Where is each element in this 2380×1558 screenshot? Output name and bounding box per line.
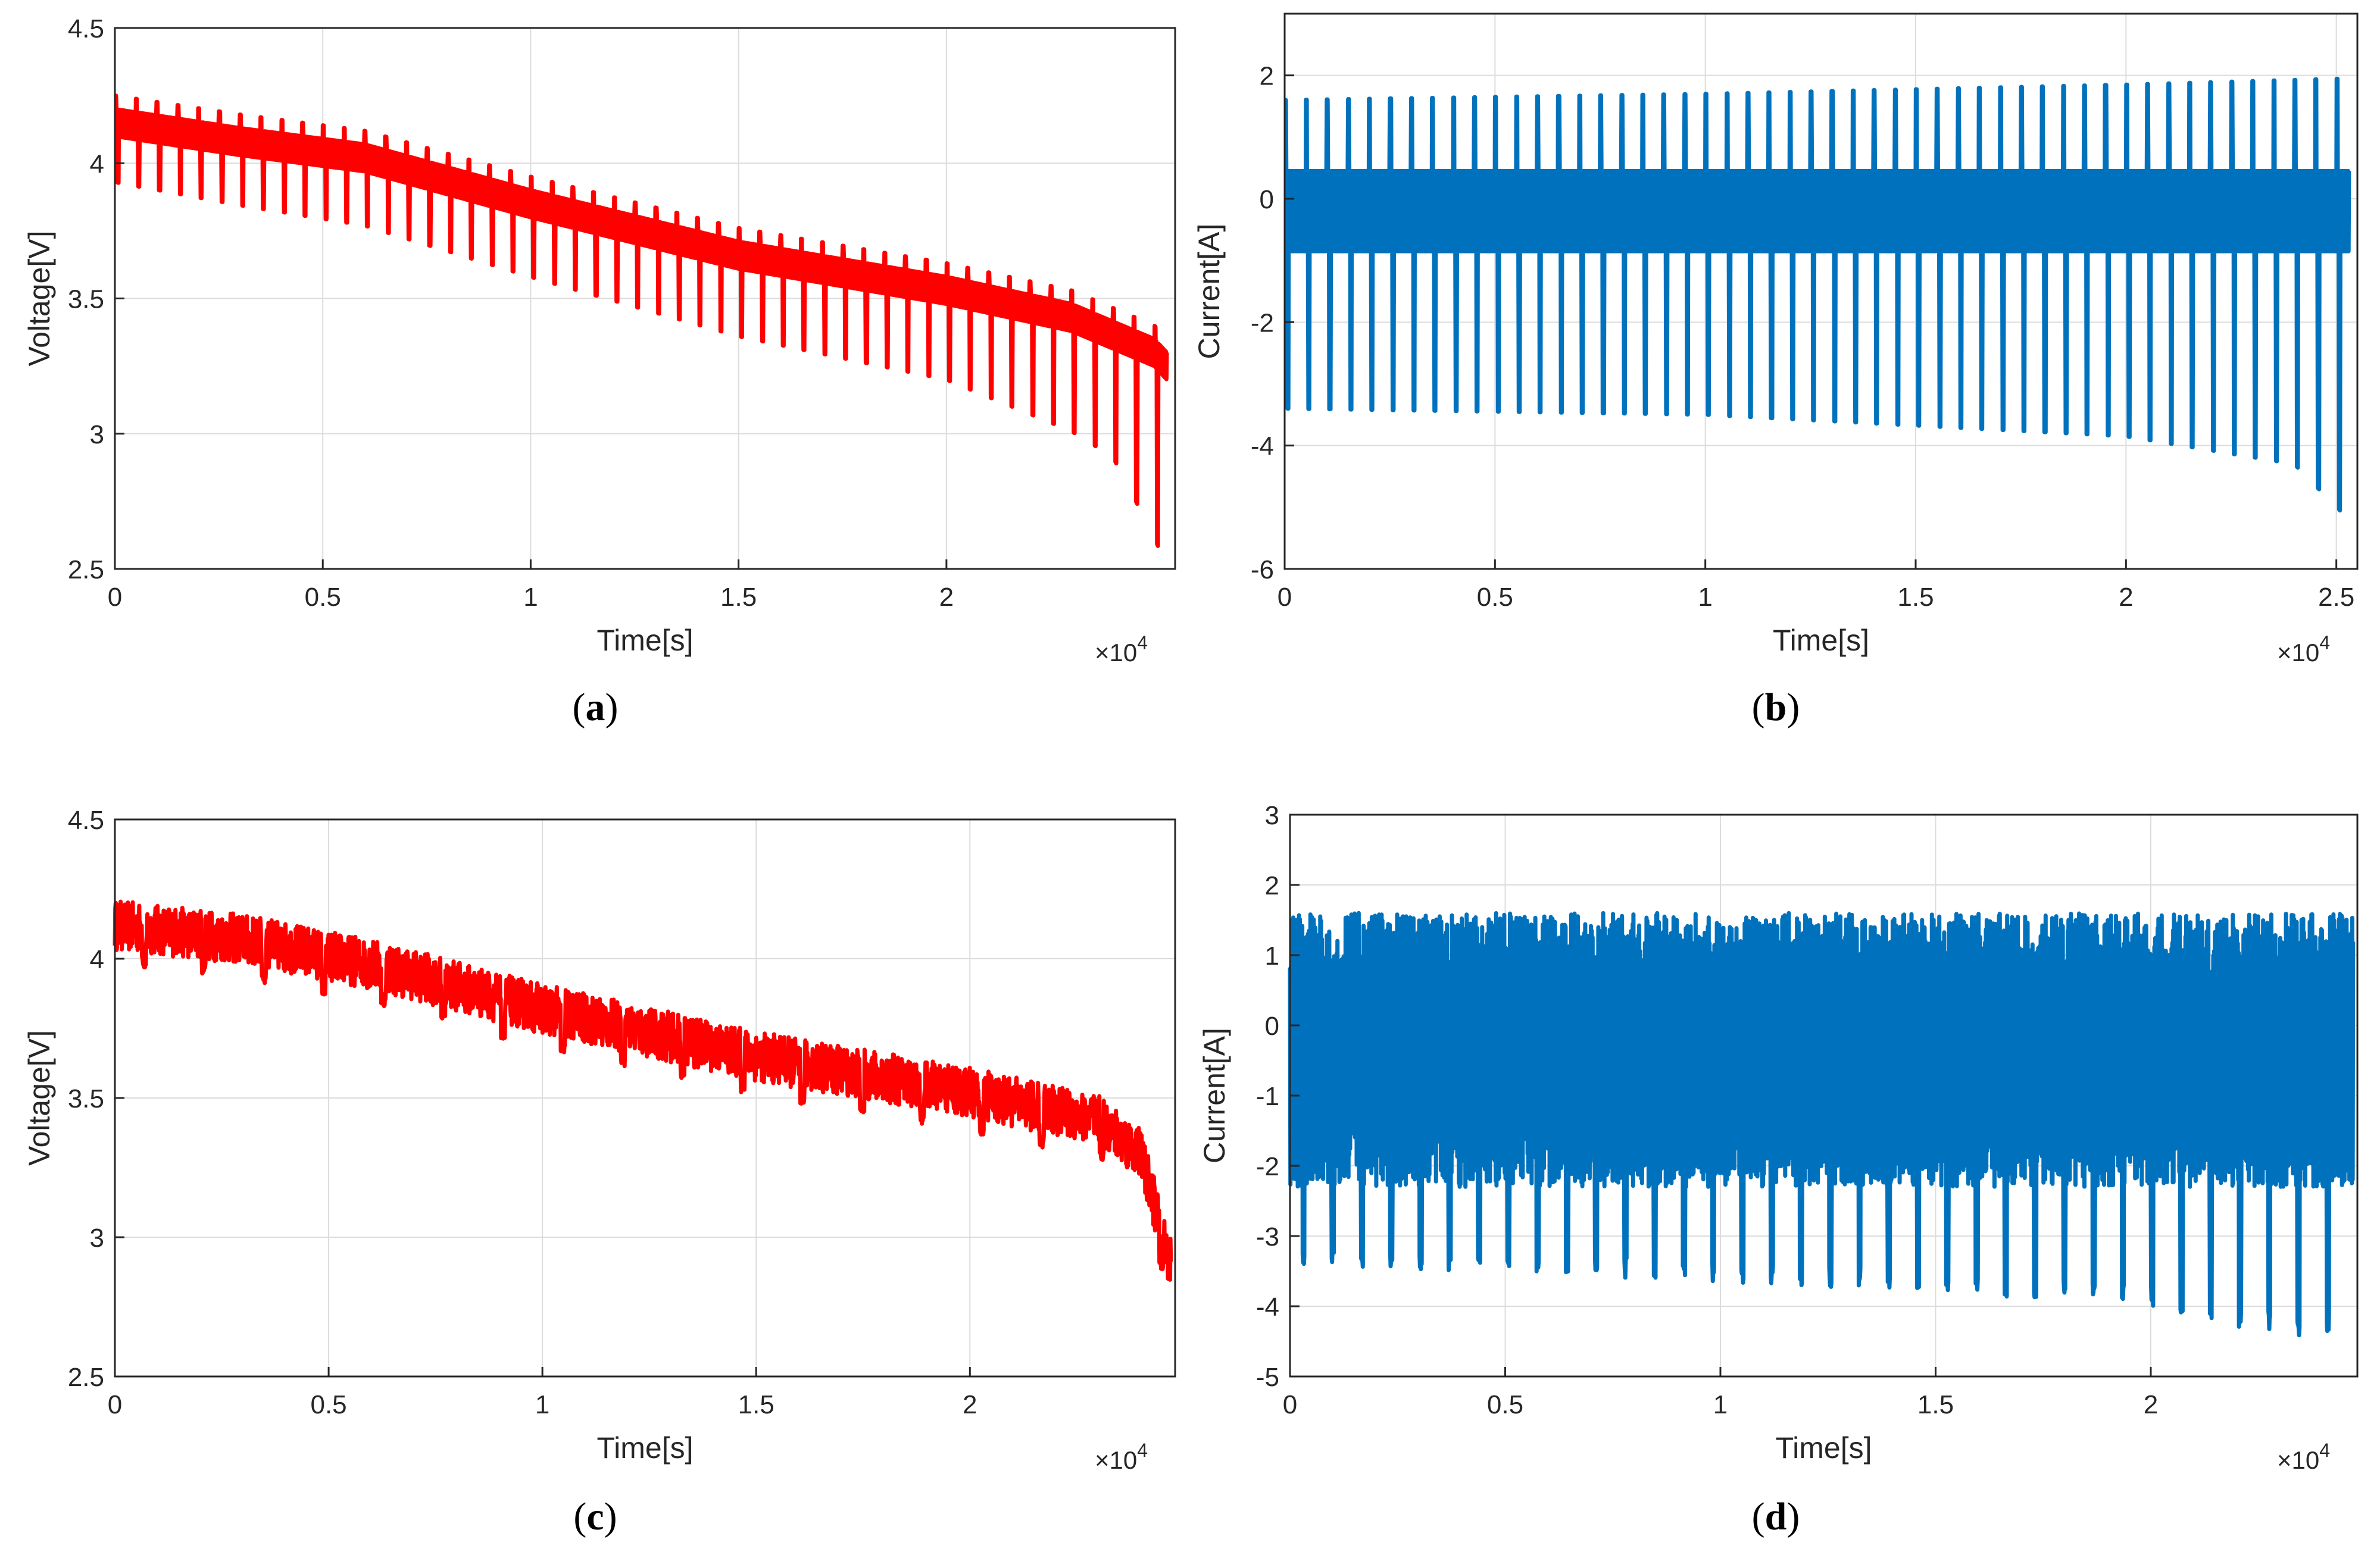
y-axis-label-d: Current[A] — [1198, 1028, 1231, 1163]
caption-d: (d) — [1752, 1495, 1800, 1538]
y-tick-label: 1 — [1265, 941, 1279, 971]
y-axis-label-a: Voltage[V] — [23, 231, 56, 367]
voltage-series-line — [113, 899, 1173, 1282]
panel-c: 0 0.5 1 1.5 22.533.544.5 Time[s] Voltage[V] … — [23, 806, 1176, 1538]
y-tick-label: -1 — [1256, 1082, 1279, 1111]
voltage-trace-a — [113, 93, 1169, 548]
current-series-line — [1283, 76, 2351, 513]
caption-c: (c) — [573, 1495, 617, 1538]
x-tick-label: 0 — [1278, 583, 1292, 612]
y-tick-label: 3 — [90, 1224, 104, 1253]
x-tick-label: 2 — [2144, 1390, 2158, 1419]
y-tick-label: 3 — [1265, 801, 1279, 830]
y-axis-label-c: Voltage[V] — [23, 1030, 56, 1166]
current-trace-d — [1288, 911, 2356, 1338]
panel-a: 0 0.5 1 1.5 22.533.544.5 Time[s] Voltage[V] … — [23, 14, 1176, 729]
x-tick-label: 1.5 — [720, 583, 757, 612]
x-tick-label: 1.5 — [738, 1390, 774, 1419]
x-tick-label: 1.5 — [1917, 1390, 1954, 1419]
y-tick-label: 2 — [1260, 62, 1274, 91]
y-tick-label: 4 — [90, 945, 104, 974]
x-tick-label: 2 — [939, 583, 954, 612]
panel-d: 0 0.5 1 1.5 2 -5 -4 -3 -2 -1 0 1 2 3 Time[s] Current[… — [1198, 801, 2359, 1538]
x-tick-label: 2.5 — [2318, 583, 2354, 612]
caption-a: (a) — [573, 686, 619, 729]
y-axis-label-b: Current[A] — [1192, 224, 1226, 359]
ticks-d: 0 0.5 1 1.5 2 -5 -4 -3 -2 -1 0 1 2 3 — [1256, 801, 2158, 1419]
voltage-series-line — [113, 93, 1169, 548]
y-tick-label: 2.5 — [68, 555, 104, 584]
panel-b: 0 0.5 1 1.5 2 2.5-6-4-202 Time[s] Current[A] … — [1192, 12, 2359, 729]
y-tick-label: 4.5 — [68, 806, 104, 835]
ticks-c: 0 0.5 1 1.5 2 2.5 3 3.5 4 4.5 — [68, 806, 977, 1419]
x-tick-label: 1 — [1698, 583, 1712, 612]
x-axis-label-b: Time[s] — [1773, 624, 1869, 657]
y-tick-label: 4 — [90, 149, 104, 179]
current-series-line — [1288, 911, 2356, 1338]
x-tick-label: 1 — [1713, 1390, 1728, 1419]
y-tick-label: 2.5 — [68, 1363, 104, 1392]
x-tick-label: 0.5 — [310, 1390, 346, 1419]
y-tick-label: 0 — [1260, 185, 1274, 214]
x-tick-label: 1 — [523, 583, 538, 612]
x-tick-label: 0.5 — [305, 583, 341, 612]
x-tick-label: 0.5 — [1477, 583, 1513, 612]
y-tick-label: -4 — [1256, 1293, 1279, 1322]
x-tick-label: 2 — [2119, 583, 2133, 612]
axes-frame-b — [1283, 12, 2359, 570]
grid-b — [1284, 14, 2357, 570]
ticks-b: 0 0.5 1 1.5 2 2.5 -6 -4 -2 0 2 — [1251, 62, 2354, 612]
x-tick-label: 0 — [108, 583, 122, 612]
y-tick-label: -4 — [1251, 432, 1274, 461]
current-trace-b — [1283, 76, 2351, 513]
y-tick-label: -2 — [1256, 1152, 1279, 1181]
caption-b: (b) — [1752, 686, 1800, 729]
x-axis-label-d: Time[s] — [1775, 1431, 1872, 1465]
x-exponent-b: ×104 — [2277, 632, 2330, 667]
x-tick-label: 0 — [108, 1390, 122, 1419]
y-tick-label: 3 — [90, 420, 104, 449]
y-tick-label: -2 — [1251, 308, 1274, 337]
x-tick-label: 0.5 — [1487, 1390, 1523, 1419]
x-axis-label-c: Time[s] — [596, 1431, 693, 1465]
x-tick-label: 1 — [535, 1390, 549, 1419]
x-tick-label: 0 — [1283, 1390, 1297, 1419]
voltage-trace-c — [113, 899, 1173, 1282]
x-tick-label: 2 — [963, 1390, 977, 1419]
y-tick-label: 3.5 — [68, 1084, 104, 1113]
x-exponent-a: ×104 — [1095, 632, 1148, 667]
x-exponent-d: ×104 — [2277, 1440, 2330, 1474]
y-tick-label: 0 — [1265, 1012, 1279, 1041]
x-tick-label: 1.5 — [1897, 583, 1934, 612]
x-exponent-c: ×104 — [1095, 1440, 1148, 1474]
ticks-a: 0 0.5 1 1.5 2 2.5 3 3.5 4 4.5 — [68, 14, 954, 612]
y-tick-label: 3.5 — [68, 285, 104, 314]
y-tick-label: -3 — [1256, 1222, 1279, 1252]
y-tick-label: -5 — [1256, 1363, 1279, 1392]
x-axis-label-a: Time[s] — [596, 624, 693, 657]
y-tick-label: 2 — [1265, 871, 1279, 900]
y-tick-label: -6 — [1251, 555, 1274, 584]
y-tick-label: 4.5 — [68, 14, 104, 43]
